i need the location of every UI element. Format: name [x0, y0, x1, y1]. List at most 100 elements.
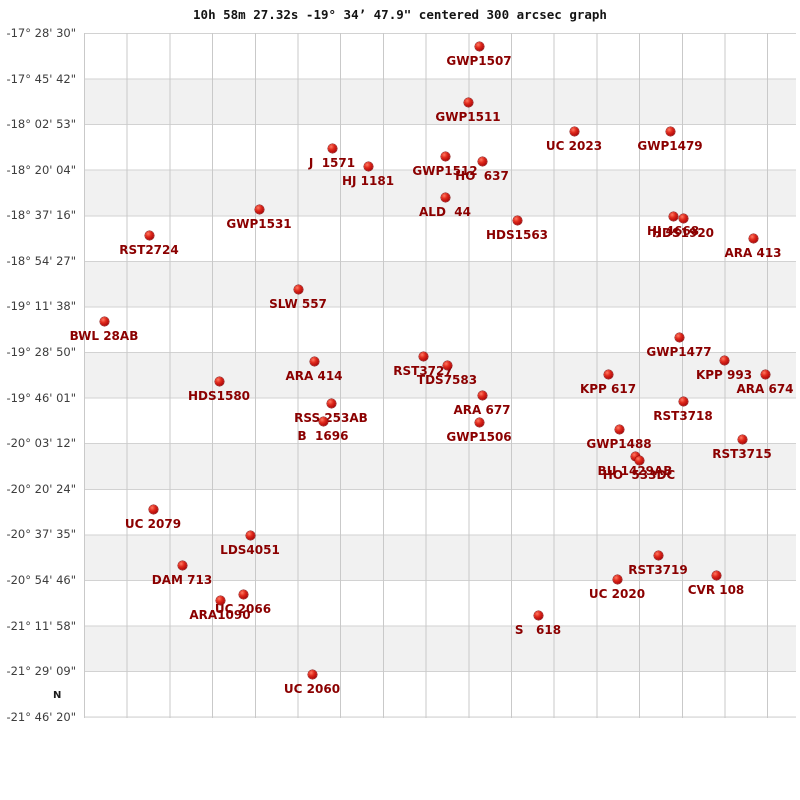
- star-label: S 618: [514, 623, 562, 637]
- star-point[interactable]: [254, 204, 264, 214]
- star-label: GWP1512: [412, 164, 478, 178]
- y-axis: -17° 28' 30" -17° 45' 42" -18° 02' 53" -18°…: [0, 0, 80, 800]
- y-tick-label: -17° 45' 42": [6, 71, 76, 86]
- star-label: RST2724: [119, 243, 179, 257]
- star-point[interactable]: [711, 570, 721, 580]
- star-label: BWL 28AB: [69, 329, 139, 343]
- star-point[interactable]: [653, 550, 663, 560]
- star-point[interactable]: [440, 192, 450, 202]
- star-label: GWP1477: [646, 345, 712, 359]
- star-point[interactable]: [474, 41, 484, 51]
- star-label: UC 2066: [214, 602, 272, 616]
- star-label: GWP1488: [586, 437, 652, 451]
- star-label: ARA 677: [453, 403, 511, 417]
- star-label: RST3719: [628, 563, 688, 577]
- star-label: TDS7583: [416, 373, 478, 387]
- star-label: UC 2079: [124, 517, 182, 531]
- star-label: ARA 674: [736, 382, 794, 396]
- y-tick-label: -18° 37' 16": [6, 208, 76, 223]
- star-label: ALD 44: [419, 205, 471, 219]
- star-point[interactable]: [614, 424, 624, 434]
- star-point[interactable]: [634, 455, 644, 465]
- star-label: HDS1580: [187, 389, 251, 403]
- star-point[interactable]: [748, 233, 758, 243]
- star-point[interactable]: [737, 434, 747, 444]
- star-point[interactable]: [293, 284, 303, 294]
- y-tick-label: -19° 28' 50": [6, 345, 76, 360]
- star-point[interactable]: [477, 156, 487, 166]
- y-tick-label: -21° 29' 09": [6, 664, 76, 679]
- star-label: HDS1920: [651, 226, 715, 240]
- star-point[interactable]: [512, 215, 522, 225]
- star-point[interactable]: [674, 332, 684, 342]
- star-label: UC 2023: [545, 139, 603, 153]
- star-label: B 1696: [297, 429, 349, 443]
- star-label: BU 1429AB: [597, 464, 673, 478]
- star-label: ARA1090: [189, 608, 251, 622]
- star-label: ARA 414: [285, 369, 343, 383]
- star-label: HO 533DC: [602, 468, 676, 482]
- star-point[interactable]: [533, 610, 543, 620]
- star-point[interactable]: [630, 451, 640, 461]
- star-point[interactable]: [148, 504, 158, 514]
- star-label: GWP1506: [446, 430, 512, 444]
- star-point[interactable]: [665, 126, 675, 136]
- star-label: GWP1531: [226, 217, 292, 231]
- y-tick-label: -18° 02' 53": [6, 117, 76, 132]
- star-label: RST3727: [393, 364, 453, 378]
- y-tick-label: -20° 20' 24": [6, 481, 76, 496]
- y-tick-label: -17° 28' 30": [6, 26, 76, 40]
- y-tick-label: -21° 46' 20": [6, 709, 76, 724]
- star-label: RST3718: [653, 409, 713, 423]
- star-point[interactable]: [309, 356, 319, 366]
- star-point[interactable]: [603, 369, 613, 379]
- star-point[interactable]: [144, 230, 154, 240]
- star-label: HJ 4668: [646, 224, 700, 238]
- star-label: GWP1479: [637, 139, 703, 153]
- star-label: GWP1507: [446, 54, 512, 68]
- star-label: KPP 993: [695, 368, 753, 382]
- star-label: ARA 413: [724, 246, 782, 260]
- y-tick-label: -19° 46' 01": [6, 390, 76, 405]
- star-point[interactable]: [418, 351, 428, 361]
- star-point[interactable]: [307, 669, 317, 679]
- star-point[interactable]: [99, 316, 109, 326]
- star-point[interactable]: [612, 574, 622, 584]
- star-point[interactable]: [326, 398, 336, 408]
- star-label: CVR 108: [687, 583, 745, 597]
- chart-title: 10h 58m 27.32s -19° 34’ 47.9" centered 3…: [193, 7, 607, 22]
- star-label: KPP 617: [579, 382, 637, 396]
- star-point[interactable]: [668, 211, 678, 221]
- y-tick-label: -18° 20' 04": [6, 162, 76, 177]
- star-point[interactable]: [318, 416, 328, 426]
- star-point[interactable]: [245, 530, 255, 540]
- compass-north-label: N: [53, 690, 62, 701]
- y-tick-label: -20° 03' 12": [6, 436, 76, 451]
- star-point[interactable]: [215, 595, 225, 605]
- star-label: LDS4051: [220, 543, 280, 557]
- star-point[interactable]: [569, 126, 579, 136]
- star-point[interactable]: [678, 213, 688, 223]
- star-point[interactable]: [463, 97, 473, 107]
- star-point[interactable]: [760, 369, 770, 379]
- star-point[interactable]: [678, 396, 688, 406]
- star-point[interactable]: [214, 376, 224, 386]
- star-label: J 1571: [308, 156, 356, 170]
- star-point[interactable]: [474, 417, 484, 427]
- star-point[interactable]: [177, 560, 187, 570]
- star-label: HDS1563: [485, 228, 549, 242]
- star-point[interactable]: [238, 589, 248, 599]
- star-label: GWP1511: [435, 110, 501, 124]
- y-tick-label: -20° 54' 46": [6, 572, 76, 587]
- star-label: UC 2060: [283, 682, 341, 696]
- star-point[interactable]: [327, 143, 337, 153]
- star-label: HJ 1181: [341, 174, 395, 188]
- star-point[interactable]: [477, 390, 487, 400]
- star-point[interactable]: [440, 151, 450, 161]
- star-point[interactable]: [719, 355, 729, 365]
- star-label: SLW 557: [269, 297, 327, 311]
- star-point[interactable]: [442, 360, 452, 370]
- star-point[interactable]: [363, 161, 373, 171]
